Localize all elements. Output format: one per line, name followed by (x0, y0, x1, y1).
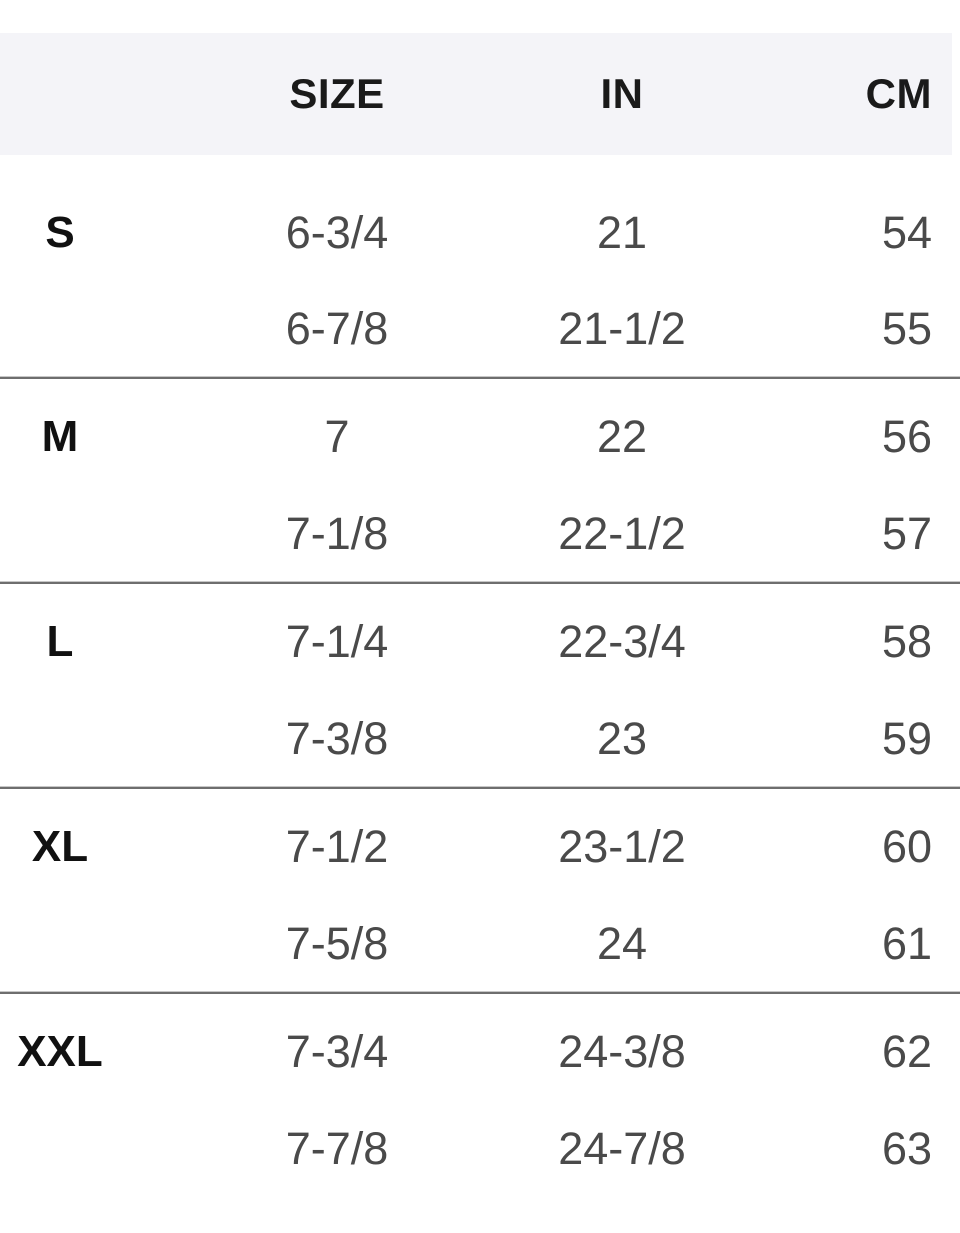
size-label: XL (31, 822, 89, 872)
size-label: M (41, 412, 79, 462)
table-row: M 7 22 56 (0, 389, 960, 486)
table-row: 7-3/8 23 59 (0, 691, 960, 788)
size-value-cell: 7-7/8 (285, 1122, 389, 1174)
table-row: XXL 7-3/4 24-3/8 62 (0, 1004, 960, 1101)
size-value-cell: 7-1/2 (285, 821, 389, 873)
size-group-xxl: XXL 7-3/4 24-3/8 62 7-7/8 24-7/8 63 (0, 992, 960, 1197)
size-value-cell: 6-7/8 (285, 303, 389, 354)
size-group-m: M 7 22 56 7-1/8 22-1/2 57 (0, 377, 960, 582)
in-value-cell: 23-1/2 (558, 821, 686, 873)
table-row: 7-7/8 24-7/8 63 (0, 1101, 960, 1198)
table-row: S 6-3/4 21 54 (0, 185, 960, 281)
size-value-cell: 7 (324, 411, 350, 463)
in-value-cell: 23 (596, 712, 648, 764)
column-header-in: IN (600, 70, 644, 117)
in-value-cell: 21-1/2 (558, 303, 686, 354)
cm-value-cell: 54 (881, 207, 932, 258)
cm-value-cell: 60 (881, 821, 932, 873)
size-value-cell: 7-1/8 (285, 507, 389, 559)
table-row: 6-7/8 21-1/2 55 (0, 281, 960, 377)
column-header-size: SIZE (289, 70, 385, 117)
size-value-cell: 7-1/4 (285, 616, 389, 668)
size-group-l: L 7-1/4 22-3/4 58 7-3/8 23 59 (0, 582, 960, 787)
cm-value-cell: 58 (881, 616, 932, 668)
table-row: 7-5/8 24 61 (0, 896, 960, 993)
size-label: XXL (17, 1027, 103, 1077)
table-row: 7-1/8 22-1/2 57 (0, 486, 960, 583)
cm-value-cell: 62 (881, 1026, 932, 1078)
size-group-s: S 6-3/4 21 54 6-7/8 21-1/2 55 (0, 155, 960, 377)
in-value-cell: 21 (596, 207, 648, 258)
size-value-cell: 7-3/4 (285, 1026, 389, 1078)
cm-value-cell: 63 (881, 1122, 932, 1174)
cm-value-cell: 61 (881, 917, 932, 969)
cm-value-cell: 57 (881, 507, 932, 559)
cm-value-cell: 56 (881, 411, 932, 463)
table-row: XL 7-1/2 23-1/2 60 (0, 799, 960, 896)
in-value-cell: 24 (596, 917, 648, 969)
in-value-cell: 22-1/2 (558, 507, 686, 559)
size-label: L (46, 617, 74, 667)
in-value-cell: 22 (596, 411, 648, 463)
column-header-cm: CM (865, 70, 932, 117)
in-value-cell: 24-7/8 (558, 1122, 686, 1174)
size-label: S (45, 208, 75, 257)
size-group-xl: XL 7-1/2 23-1/2 60 7-5/8 24 61 (0, 787, 960, 992)
table-row: L 7-1/4 22-3/4 58 (0, 594, 960, 691)
size-chart: SIZE IN CM S 6-3/4 21 54 6-7/8 21-1/2 55… (0, 33, 960, 1233)
size-value-cell: 7-3/8 (285, 712, 389, 764)
cm-value-cell: 59 (881, 712, 932, 764)
size-value-cell: 7-5/8 (285, 917, 389, 969)
size-value-cell: 6-3/4 (285, 207, 389, 258)
in-value-cell: 22-3/4 (558, 616, 686, 668)
size-chart-header-row: SIZE IN CM (0, 33, 952, 155)
in-value-cell: 24-3/8 (558, 1026, 686, 1078)
cm-value-cell: 55 (881, 303, 932, 354)
